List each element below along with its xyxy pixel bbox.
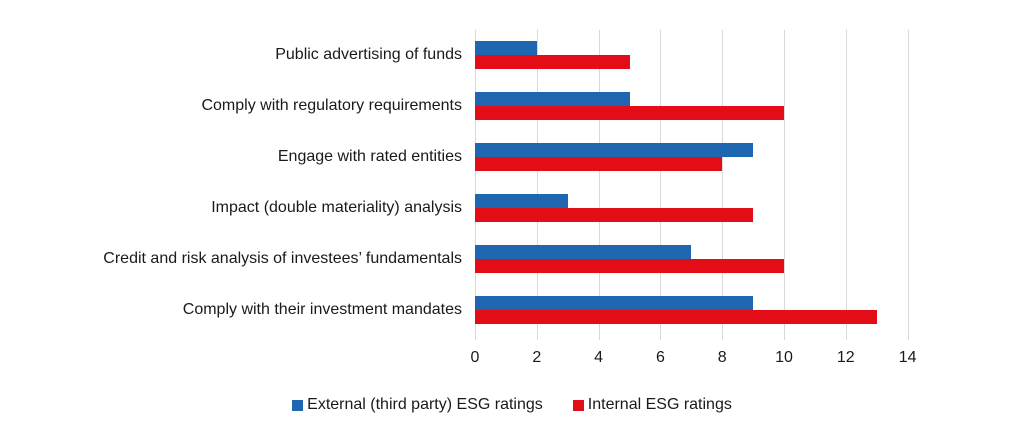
category-label: Comply with their investment mandates [182,301,462,318]
x-tick-label: 2 [532,349,542,366]
legend-label-internal: Internal ESG ratings [587,396,732,413]
bar-internal [475,310,877,324]
x-tick-label: 0 [470,349,480,366]
gridline [907,30,909,340]
category-label: Credit and risk analysis of investees’ f… [103,250,462,267]
legend-label-external: External (third party) ESG ratings [307,396,543,413]
gridline [660,30,662,340]
bar-external [475,92,630,106]
gridline [475,30,476,340]
bar-external [475,245,692,259]
x-tick-label: 4 [594,349,604,366]
category-label: Engage with rated entities [277,148,462,165]
bar-internal [475,55,630,69]
bar-external [475,41,537,55]
bar-external [475,194,568,208]
x-tick-label: 10 [775,349,793,366]
x-tick-label: 12 [836,349,855,366]
gridline [722,30,724,340]
bar-external [475,296,754,310]
x-tick-label: 8 [717,349,727,366]
bar-internal [475,259,784,273]
x-tick-label: 6 [655,349,665,366]
gridline [536,30,538,340]
legend-item-internal: Internal ESG ratings [572,396,732,414]
bar-internal [475,157,723,171]
legend-swatch-internal [572,399,584,411]
legend-item-external: External (third party) ESG ratings [292,396,543,414]
x-tick-label: 14 [898,349,917,366]
category-label: Public advertising of funds [275,46,462,63]
bar-internal [475,208,754,222]
gridline [598,30,600,340]
legend: External (third party) ESG ratings Inter… [0,396,1024,414]
gridline [784,30,785,340]
bar-external [475,143,754,157]
category-label: Comply with regulatory requirements [201,97,462,114]
bar-internal [475,106,784,120]
legend-swatch-external [292,399,304,411]
gridline [845,30,847,340]
category-label: Impact (double materiality) analysis [211,199,462,216]
